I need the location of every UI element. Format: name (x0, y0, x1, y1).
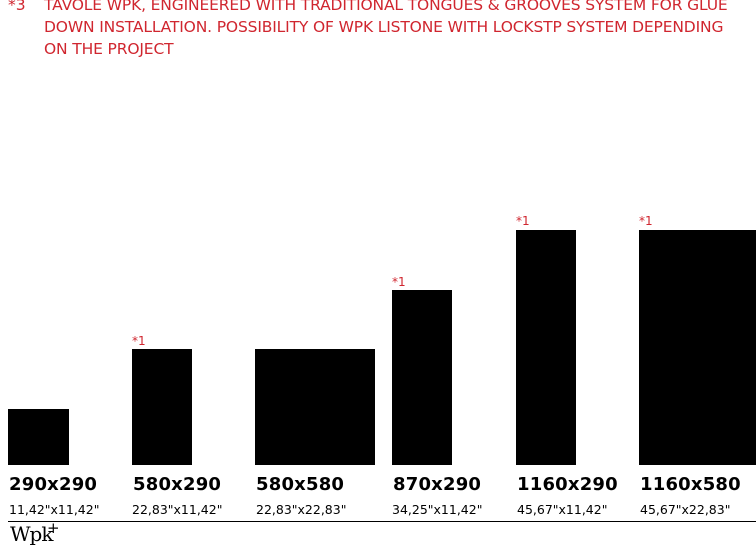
size-label: 290x290 (9, 474, 98, 495)
inch-label: 45,67"x11,42" (517, 502, 608, 517)
tile-870x290-marker: *1 (392, 275, 406, 289)
inch-label: 34,25"x11,42" (392, 502, 483, 517)
inch-label: 11,42"x11,42" (9, 502, 100, 517)
inch-label: 22,83"x22,83" (256, 502, 347, 517)
tile-1160x290 (516, 230, 576, 465)
tile-1160x580 (639, 230, 756, 465)
tile-580x290-marker-text: *1 (132, 334, 146, 348)
inch-label: 45,67"x22,83" (640, 502, 731, 517)
tile-290x290 (8, 409, 69, 465)
tile-870x290 (392, 290, 452, 465)
installation-note: *3 TAVOLE WPK, ENGINEERED WITH TRADITION… (8, 0, 748, 60)
size-label: 1160x290 (517, 474, 618, 495)
size-label: 1160x580 (640, 474, 741, 495)
tile-1160x580-marker: *1 (639, 214, 653, 228)
note-text: TAVOLE WPK, ENGINEERED WITH TRADITIONAL … (44, 0, 728, 58)
divider-rule (8, 521, 756, 522)
inch-label: 22,83"x11,42" (132, 502, 223, 517)
tile-580x290 (132, 349, 192, 465)
tile-870x290-marker-text: *1 (392, 275, 406, 289)
size-label: 580x580 (256, 474, 345, 495)
tile-580x290-marker: *1 (132, 334, 146, 348)
size-label: 580x290 (133, 474, 222, 495)
tile-580x580 (255, 349, 375, 465)
logo-text: Wpk (10, 522, 53, 546)
size-label: 870x290 (393, 474, 482, 495)
wpk-logo: Wpk + (10, 519, 60, 546)
tile-1160x290-marker: *1 (516, 214, 530, 228)
tile-1160x580-marker-text: *1 (639, 214, 653, 228)
note-marker: *3 (8, 0, 26, 14)
logo-plus: + (47, 519, 60, 537)
tile-1160x290-marker-text: *1 (516, 214, 530, 228)
